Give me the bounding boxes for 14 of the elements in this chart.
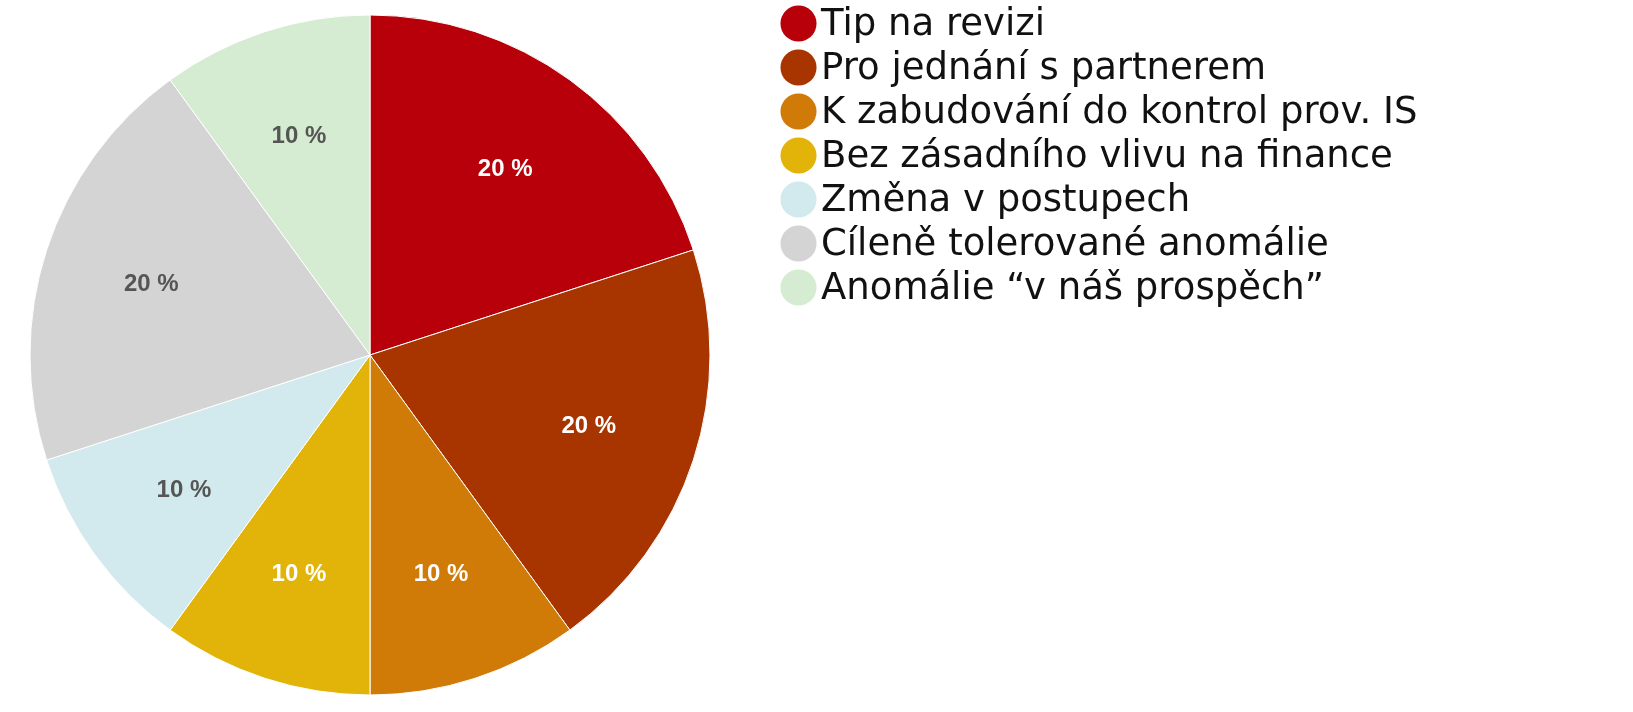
legend-label: Bez zásadního vlivu na finance [821, 132, 1393, 176]
data-label: 20 % [561, 411, 617, 439]
legend-label: Tip na revizi [820, 0, 1045, 44]
data-label: 10 % [271, 558, 327, 586]
data-label: 10 % [156, 475, 212, 503]
data-label: 10 % [413, 558, 469, 586]
legend-label: K zabudování do kontrol prov. IS [821, 88, 1418, 132]
data-label: 10 % [271, 121, 327, 149]
legend-label: Cíleně tolerované anomálie [821, 220, 1329, 264]
legend-label: Anomálie “v náš prospěch” [821, 264, 1324, 308]
data-label: 20 % [477, 153, 533, 181]
legend-label: Pro jednání s partnerem [821, 44, 1266, 88]
legend-label: Změna v postupech [821, 176, 1191, 220]
data-label: 20 % [123, 268, 179, 296]
